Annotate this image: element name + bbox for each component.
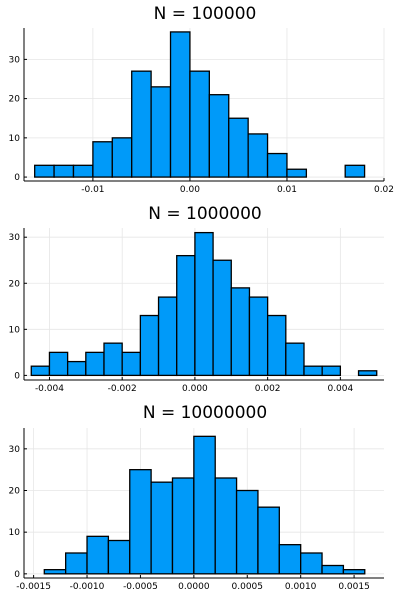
histogram-bar bbox=[129, 469, 152, 575]
histogram-bar bbox=[157, 296, 178, 377]
panel-2-plot: -0.004 -0.002 0.000 0.002 0.004 0 10 20 30 bbox=[9, 228, 384, 394]
histogram-bar bbox=[193, 435, 216, 575]
histogram-bar bbox=[103, 342, 123, 377]
histogram-bar bbox=[53, 164, 75, 178]
histogram-bar bbox=[285, 342, 305, 377]
panel-1-plot: -0.01 0.00 0.01 0.02 0 10 20 30 bbox=[9, 28, 394, 195]
histogram-bar bbox=[150, 86, 172, 178]
x-tick-label: -0.0010 bbox=[70, 582, 105, 592]
x-tick-label: 0.0010 bbox=[285, 582, 317, 592]
histogram-bar bbox=[176, 254, 196, 377]
histogram-bar bbox=[247, 133, 269, 178]
y-tick-label: 0 bbox=[14, 371, 20, 381]
histogram-bar bbox=[30, 365, 51, 377]
histogram-bar bbox=[266, 314, 287, 377]
x-tick-label: 0.000 bbox=[182, 384, 208, 394]
x-tick-label: 0.00 bbox=[180, 185, 200, 195]
histogram-bar bbox=[86, 535, 110, 575]
histogram-bar bbox=[321, 564, 345, 575]
y-tick-label: 30 bbox=[9, 233, 21, 243]
histogram-bar bbox=[228, 117, 249, 178]
y-tick-label: 30 bbox=[9, 445, 21, 455]
histogram-bar bbox=[230, 287, 251, 377]
histogram-bar bbox=[171, 477, 195, 575]
x-tick-label: -0.0015 bbox=[16, 582, 51, 592]
histogram-bar bbox=[357, 370, 378, 377]
histogram-bar bbox=[321, 365, 342, 377]
histogram-bar bbox=[286, 168, 308, 178]
panel-1: N = 100000 -0.01 0.00 0.01 0.02 0 10 20 30 bbox=[9, 4, 394, 195]
y-tick-label: 0 bbox=[14, 570, 20, 580]
histogram-bar bbox=[212, 259, 232, 377]
histogram-bar bbox=[278, 544, 302, 575]
histogram-bar bbox=[266, 152, 288, 178]
histogram-bar bbox=[139, 314, 160, 377]
y-tick-label: 0 bbox=[14, 173, 20, 183]
histogram-bar bbox=[43, 569, 67, 575]
histogram-bar bbox=[107, 539, 131, 575]
panel-3-plot: -0.0015 -0.0010 -0.0005 0.0000 0.0005 0.0010 0… bbox=[9, 428, 384, 592]
y-tick-label: 10 bbox=[9, 325, 21, 335]
histogram-bar bbox=[85, 351, 105, 377]
y-tick-label: 20 bbox=[9, 487, 21, 497]
x-tick-label: 0.01 bbox=[277, 185, 297, 195]
histogram-bar bbox=[72, 164, 94, 178]
x-tick-label: 0.002 bbox=[255, 384, 281, 394]
histogram-bar bbox=[342, 569, 366, 575]
histogram-bar bbox=[131, 70, 152, 178]
histogram-bar bbox=[189, 70, 210, 178]
x-tick-label: 0.0015 bbox=[338, 582, 370, 592]
panel-3: N = 10000000 -0.0015 -0.0010 -0.0005 0.0000… bbox=[9, 403, 384, 592]
x-tick-label: -0.01 bbox=[81, 185, 104, 195]
histogram-bar bbox=[344, 164, 366, 178]
histogram-bar bbox=[248, 296, 269, 377]
histogram-bar bbox=[300, 552, 323, 575]
histogram-bar bbox=[194, 231, 214, 377]
histogram-bar bbox=[169, 31, 191, 178]
histogram-bar bbox=[111, 137, 133, 178]
x-tick-label: 0.004 bbox=[327, 384, 353, 394]
panel-2-title: N = 1000000 bbox=[148, 204, 261, 224]
y-tick-label: 30 bbox=[9, 55, 21, 65]
histogram-bar bbox=[303, 365, 323, 377]
x-tick-label: -0.002 bbox=[108, 384, 137, 394]
histogram-bar bbox=[66, 360, 87, 377]
histogram-bar bbox=[34, 164, 55, 178]
y-tick-label: 10 bbox=[9, 134, 21, 144]
x-tick-label: 0.0000 bbox=[178, 582, 210, 592]
histogram-bar bbox=[65, 552, 88, 575]
histogram-bar bbox=[48, 351, 69, 377]
panel-1-title: N = 100000 bbox=[154, 4, 257, 24]
x-tick-label: 0.0005 bbox=[232, 582, 264, 592]
histogram-bar bbox=[208, 94, 230, 178]
histogram-bar bbox=[92, 141, 113, 178]
y-tick-label: 20 bbox=[9, 95, 21, 105]
histogram-bar bbox=[121, 351, 142, 377]
x-tick-label: -0.0005 bbox=[123, 582, 158, 592]
histogram-bar bbox=[235, 489, 259, 575]
panel-2: N = 1000000 -0.004 -0.002 0.000 0.002 0.004 0… bbox=[9, 204, 384, 394]
histogram-bar bbox=[257, 506, 280, 575]
y-tick-label: 20 bbox=[9, 279, 21, 289]
y-tick-label: 10 bbox=[9, 528, 21, 538]
x-tick-label: -0.004 bbox=[35, 384, 64, 394]
x-tick-label: 0.02 bbox=[374, 185, 394, 195]
histogram-bar bbox=[214, 477, 238, 575]
panel-3-title: N = 10000000 bbox=[143, 403, 267, 423]
histogram-bar bbox=[150, 481, 174, 575]
